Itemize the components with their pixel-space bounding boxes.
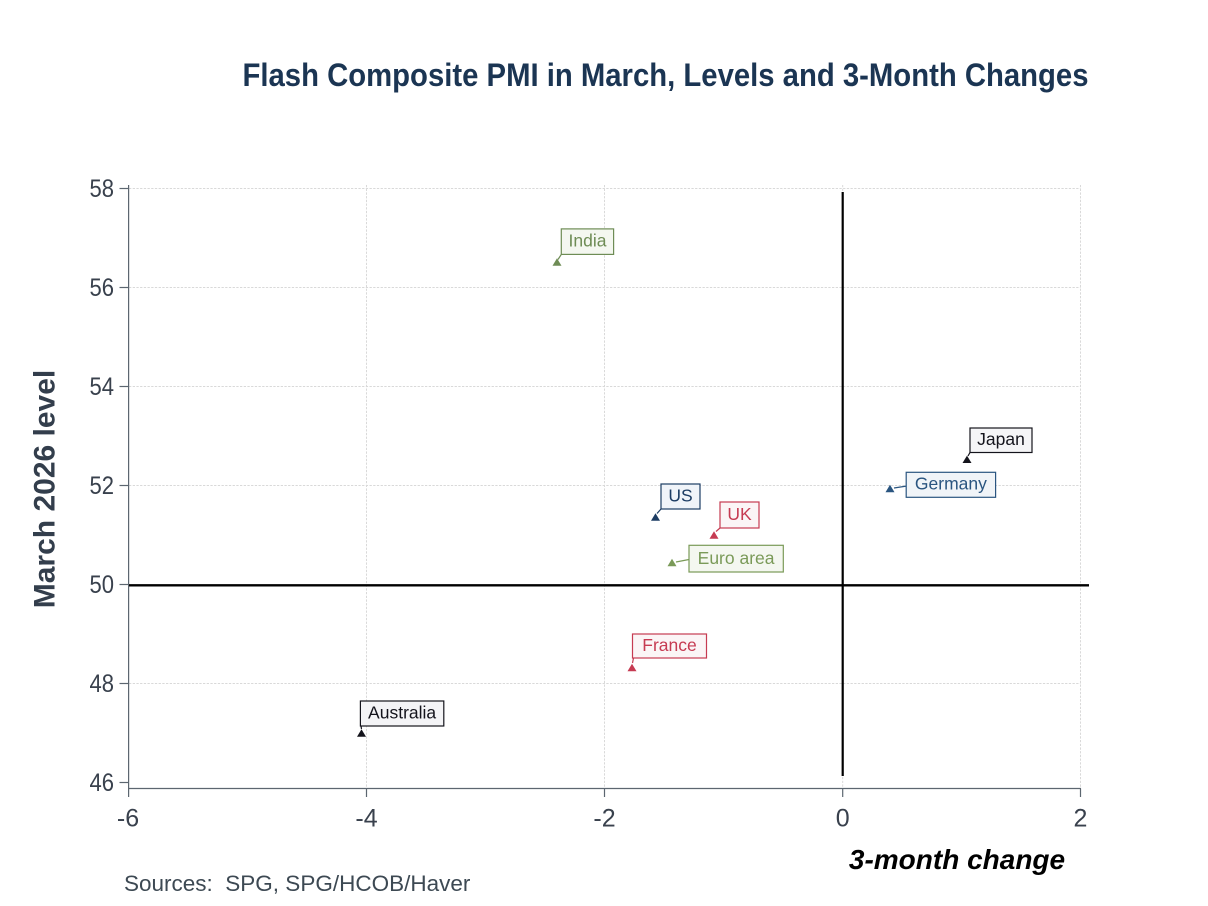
svg-text:48: 48: [90, 670, 115, 698]
svg-text:54: 54: [90, 373, 115, 401]
svg-text:56: 56: [90, 274, 115, 302]
svg-text:46: 46: [90, 769, 115, 797]
svg-text:Japan: Japan: [977, 429, 1025, 449]
svg-text:-4: -4: [355, 805, 377, 833]
svg-text:58: 58: [90, 175, 115, 203]
svg-text:Flash Composite PMI in March,: Flash Composite PMI in March, Levels and…: [243, 57, 1089, 93]
svg-text:Germany: Germany: [915, 474, 987, 494]
svg-text:Sources: SPG, SPG/HCOB/Haver: Sources: SPG, SPG/HCOB/Haver: [124, 871, 471, 896]
svg-text:52: 52: [90, 472, 115, 500]
svg-text:France: France: [642, 635, 696, 655]
svg-text:50: 50: [90, 571, 115, 599]
svg-text:Euro area: Euro area: [698, 548, 775, 568]
svg-text:-6: -6: [117, 805, 139, 833]
svg-text:India: India: [569, 230, 607, 250]
svg-text:Australia: Australia: [368, 702, 436, 722]
svg-text:US: US: [668, 485, 692, 505]
svg-text:2: 2: [1074, 805, 1088, 833]
svg-text:-2: -2: [593, 805, 615, 833]
svg-text:UK: UK: [727, 504, 752, 524]
svg-text:3-month change: 3-month change: [849, 844, 1065, 875]
svg-text:March 2026 level: March 2026 level: [29, 370, 62, 609]
svg-text:0: 0: [836, 805, 850, 833]
